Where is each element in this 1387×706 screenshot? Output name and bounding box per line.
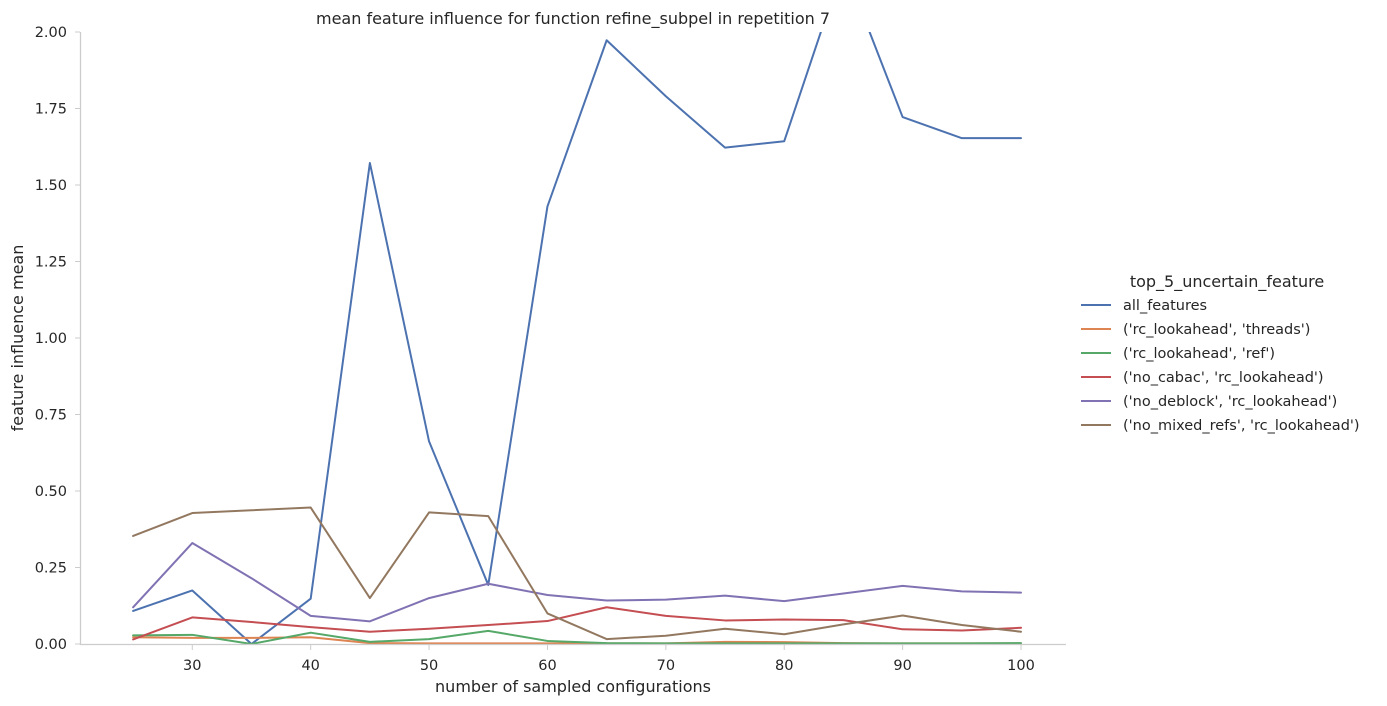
x-tick-label: 100	[1007, 658, 1035, 674]
y-tick-label: 1.25	[35, 255, 67, 271]
series-line-0	[132, 32, 1023, 645]
x-tick-label: 50	[420, 658, 438, 674]
x-tick-label: 30	[183, 658, 201, 674]
y-tick-label: 1.50	[35, 178, 67, 194]
x-tick-label: 70	[657, 658, 675, 674]
series-line-2	[132, 629, 1023, 645]
series-line-4	[132, 542, 1023, 623]
x-tick-label: 40	[301, 658, 319, 674]
chart-title: mean feature influence for function refi…	[316, 9, 830, 29]
x-axis-label: number of sampled configurations	[435, 677, 711, 696]
y-tick-label: 1.00	[35, 331, 67, 347]
y-tick-label: 0.75	[35, 408, 67, 424]
series-line-5	[132, 506, 1023, 641]
legend: top_5_uncertain_feature all_features ('rc…	[1081, 272, 1360, 434]
legend-entry-label: all_features	[1123, 298, 1207, 314]
legend-entry-label: ('no_deblock', 'rc_lookahead')	[1123, 394, 1337, 410]
y-tick-label: 2.00	[35, 25, 67, 41]
legend-entry-label: ('no_cabac', 'rc_lookahead')	[1123, 370, 1324, 386]
series-line-3	[132, 606, 1023, 641]
y-tick-label: 0.25	[35, 561, 67, 577]
y-tick-label: 1.75	[35, 102, 67, 118]
legend-entry-label: ('rc_lookahead', 'ref')	[1123, 346, 1275, 362]
y-axis-label: feature influence mean	[8, 245, 27, 432]
legend-title: top_5_uncertain_feature	[1130, 272, 1324, 292]
y-axis-ticks: 0.00 0.25 0.50 0.75 1.00 1.25 1.50 1.75 2.00	[35, 25, 80, 653]
legend-entry-label: ('rc_lookahead', 'threads')	[1123, 322, 1310, 338]
plot-area	[132, 32, 1023, 645]
x-axis-ticks: 30 40 50 60 70 80 90 100	[183, 645, 1035, 674]
y-tick-label: 0.50	[35, 484, 67, 500]
x-tick-label: 60	[538, 658, 556, 674]
y-tick-label: 0.00	[35, 637, 67, 653]
x-tick-label: 80	[775, 658, 793, 674]
x-tick-label: 90	[893, 658, 911, 674]
legend-entry-label: ('no_mixed_refs', 'rc_lookahead')	[1123, 418, 1360, 434]
